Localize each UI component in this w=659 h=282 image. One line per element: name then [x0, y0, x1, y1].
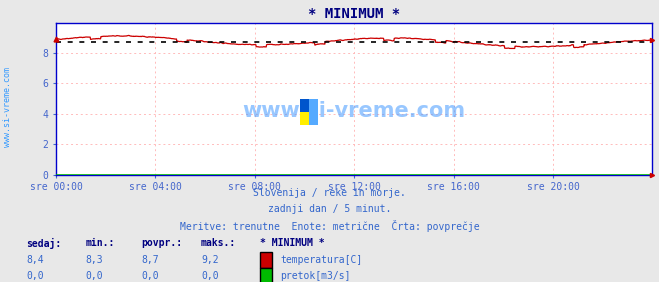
Text: Slovenija / reke in morje.: Slovenija / reke in morje.: [253, 188, 406, 197]
Text: 0,0: 0,0: [142, 271, 159, 281]
Bar: [300, 99, 309, 112]
Text: 8,4: 8,4: [26, 255, 44, 265]
Text: min.:: min.:: [86, 238, 115, 248]
Text: * MINIMUM *: * MINIMUM *: [260, 238, 325, 248]
Title: * MINIMUM *: * MINIMUM *: [308, 7, 400, 21]
Text: pretok[m3/s]: pretok[m3/s]: [280, 271, 351, 281]
Bar: [300, 112, 309, 125]
Text: 0,0: 0,0: [86, 271, 103, 281]
Text: www.si-vreme.com: www.si-vreme.com: [3, 67, 13, 147]
Text: 0,0: 0,0: [26, 271, 44, 281]
Text: temperatura[C]: temperatura[C]: [280, 255, 362, 265]
Bar: [309, 99, 318, 125]
Text: www.si-vreme.com: www.si-vreme.com: [243, 101, 466, 121]
Text: sedaj:: sedaj:: [26, 238, 61, 249]
Text: 0,0: 0,0: [201, 271, 219, 281]
Text: Meritve: trenutne  Enote: metrične  Črta: povprečje: Meritve: trenutne Enote: metrične Črta: …: [180, 220, 479, 232]
Text: maks.:: maks.:: [201, 238, 236, 248]
Text: 8,7: 8,7: [142, 255, 159, 265]
Text: 9,2: 9,2: [201, 255, 219, 265]
Text: povpr.:: povpr.:: [142, 238, 183, 248]
Text: zadnji dan / 5 minut.: zadnji dan / 5 minut.: [268, 204, 391, 214]
Text: 8,3: 8,3: [86, 255, 103, 265]
